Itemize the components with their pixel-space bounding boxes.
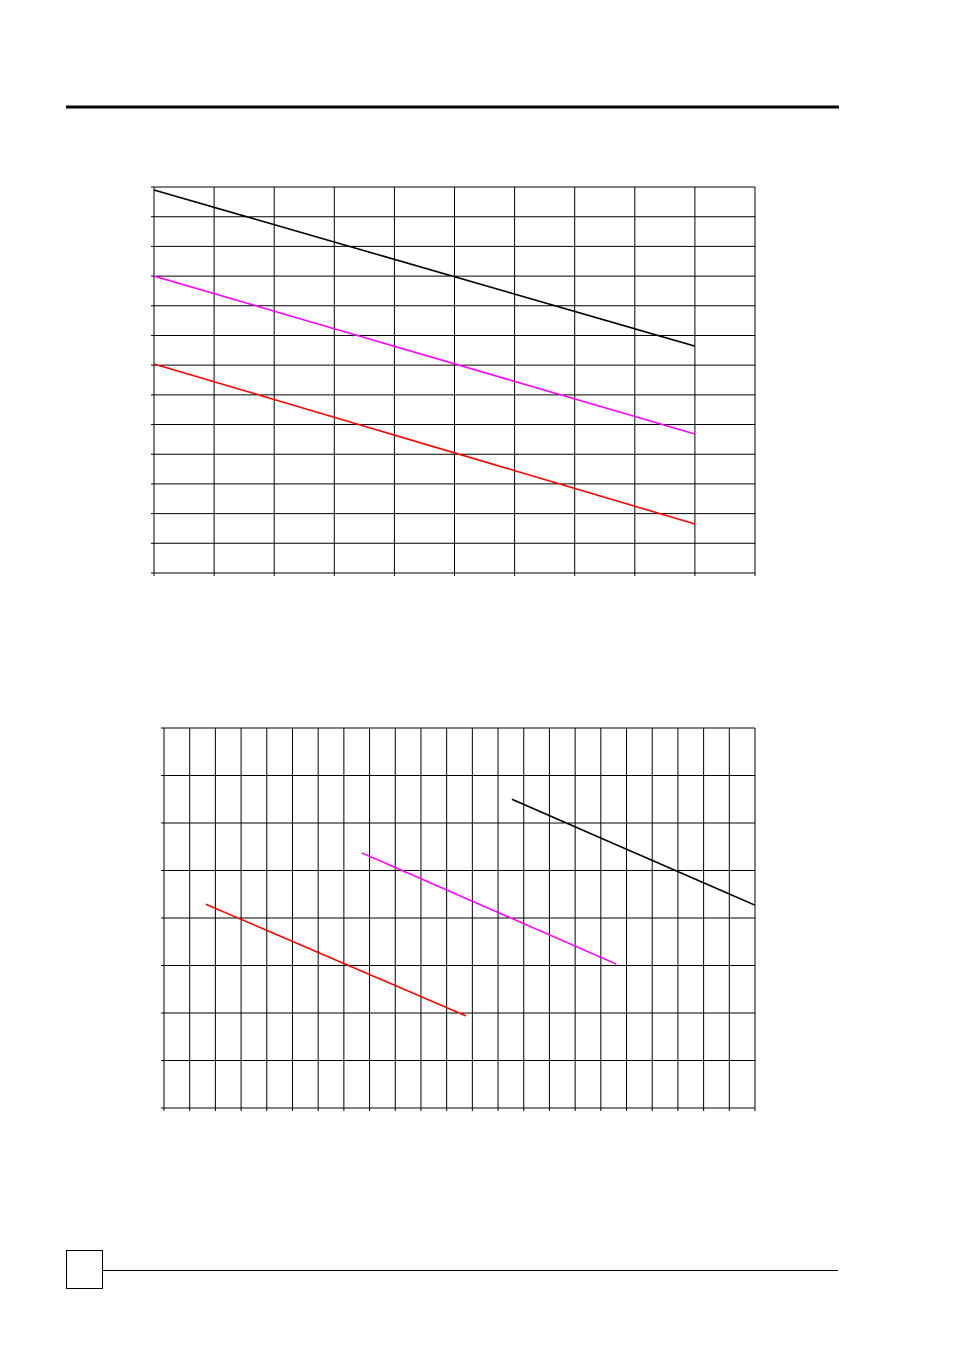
data-line <box>153 189 696 347</box>
data-line <box>153 363 696 525</box>
data-line <box>205 903 467 1017</box>
page-number-box <box>66 1250 103 1289</box>
data-line <box>153 275 696 435</box>
data-line <box>361 852 617 965</box>
data-line <box>511 798 756 906</box>
